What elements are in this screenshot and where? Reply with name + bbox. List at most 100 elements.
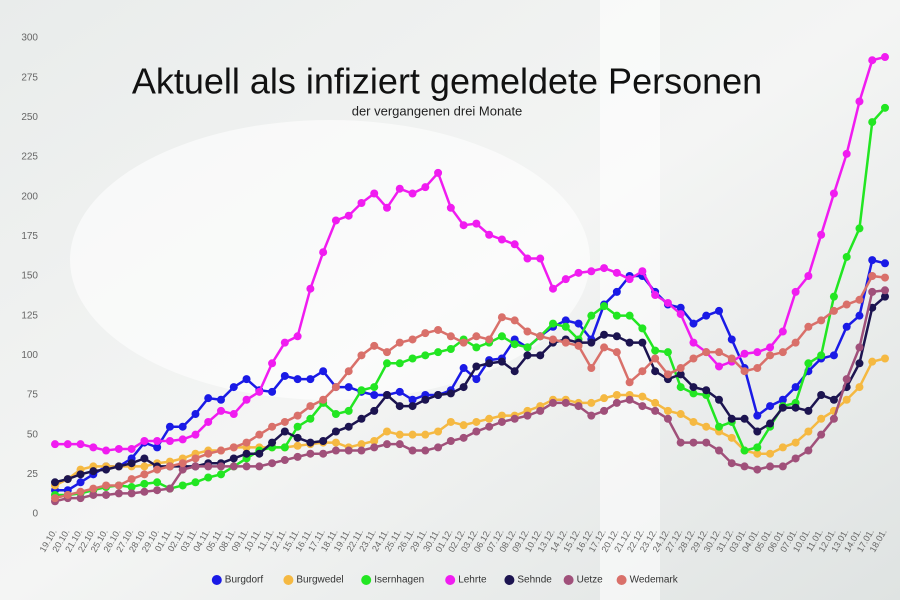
data-point <box>766 402 775 411</box>
data-point <box>740 367 749 376</box>
data-point <box>434 391 443 399</box>
data-point <box>319 449 328 458</box>
data-point <box>485 414 494 423</box>
data-point <box>293 411 302 420</box>
data-point <box>331 438 340 447</box>
data-point <box>497 417 506 426</box>
data-point <box>638 324 647 333</box>
data-point <box>600 302 609 311</box>
background-shape <box>70 120 590 400</box>
data-point <box>791 287 800 296</box>
data-point <box>370 383 379 392</box>
data-point <box>561 398 570 407</box>
data-point <box>408 189 417 198</box>
data-point <box>306 402 315 411</box>
data-point <box>446 389 455 398</box>
data-point <box>217 406 225 415</box>
data-point <box>434 325 443 334</box>
y-tick-label: 125 <box>21 310 38 321</box>
data-point <box>600 406 609 415</box>
data-point <box>829 189 838 198</box>
data-point <box>625 395 634 404</box>
data-point <box>676 310 685 319</box>
data-point <box>114 489 123 498</box>
data-point <box>153 465 162 474</box>
data-point <box>536 332 545 341</box>
data-point <box>727 433 736 442</box>
data-point <box>829 395 838 404</box>
data-point <box>625 311 634 320</box>
legend-label: Wedemark <box>630 575 679 586</box>
data-point <box>306 438 315 447</box>
data-point <box>178 435 187 444</box>
data-point <box>881 259 889 268</box>
data-point <box>600 343 609 352</box>
data-point <box>778 395 787 404</box>
data-point <box>191 410 200 419</box>
data-point <box>140 487 149 496</box>
data-point <box>485 335 494 344</box>
data-point <box>791 438 800 447</box>
data-point <box>344 422 353 431</box>
data-point <box>293 452 302 461</box>
data-point <box>766 449 775 458</box>
data-point <box>791 338 800 347</box>
data-point <box>676 410 685 419</box>
data-point <box>702 311 711 320</box>
data-point <box>178 465 187 474</box>
data-point <box>114 462 123 471</box>
data-point <box>370 341 379 350</box>
data-point <box>638 267 647 276</box>
data-point <box>638 402 647 411</box>
data-point <box>140 454 149 463</box>
data-point <box>268 438 277 447</box>
data-point <box>459 364 468 373</box>
data-point <box>178 481 187 490</box>
data-point <box>651 406 660 415</box>
data-point <box>549 284 557 293</box>
legend-label: Burgwedel <box>296 575 343 586</box>
legend-label: Sehnde <box>517 575 552 586</box>
data-point <box>574 268 583 277</box>
data-point <box>408 354 417 363</box>
data-point <box>561 316 570 325</box>
data-point <box>383 348 391 357</box>
data-point <box>702 438 711 447</box>
data-point <box>881 53 889 62</box>
legend-label: Isernhagen <box>374 575 424 586</box>
data-point <box>408 430 417 439</box>
data-point <box>881 286 889 295</box>
data-point <box>510 414 519 423</box>
y-tick-label: 275 <box>21 72 38 83</box>
data-point <box>127 489 136 498</box>
data-point <box>242 462 251 471</box>
data-point <box>523 351 532 360</box>
data-point <box>76 487 85 496</box>
data-point <box>89 467 98 476</box>
data-point <box>459 383 468 392</box>
data-point <box>165 437 174 446</box>
data-point <box>204 417 213 426</box>
data-point <box>280 338 289 347</box>
data-point <box>612 332 621 341</box>
data-point <box>153 437 162 446</box>
data-point <box>306 284 315 293</box>
data-point <box>76 494 85 503</box>
data-point <box>370 406 379 415</box>
data-point <box>280 456 289 465</box>
data-point <box>51 478 59 487</box>
data-point <box>408 402 417 411</box>
data-point <box>663 298 672 307</box>
data-point <box>740 414 749 423</box>
data-point <box>293 422 302 431</box>
data-point <box>574 319 583 328</box>
data-point <box>561 322 570 331</box>
data-point <box>319 367 328 376</box>
data-point <box>153 443 162 452</box>
data-point <box>715 362 723 371</box>
data-point <box>753 411 762 420</box>
legend-swatch <box>361 575 372 585</box>
data-point <box>459 421 468 430</box>
data-point <box>280 443 289 452</box>
data-point <box>766 419 775 428</box>
